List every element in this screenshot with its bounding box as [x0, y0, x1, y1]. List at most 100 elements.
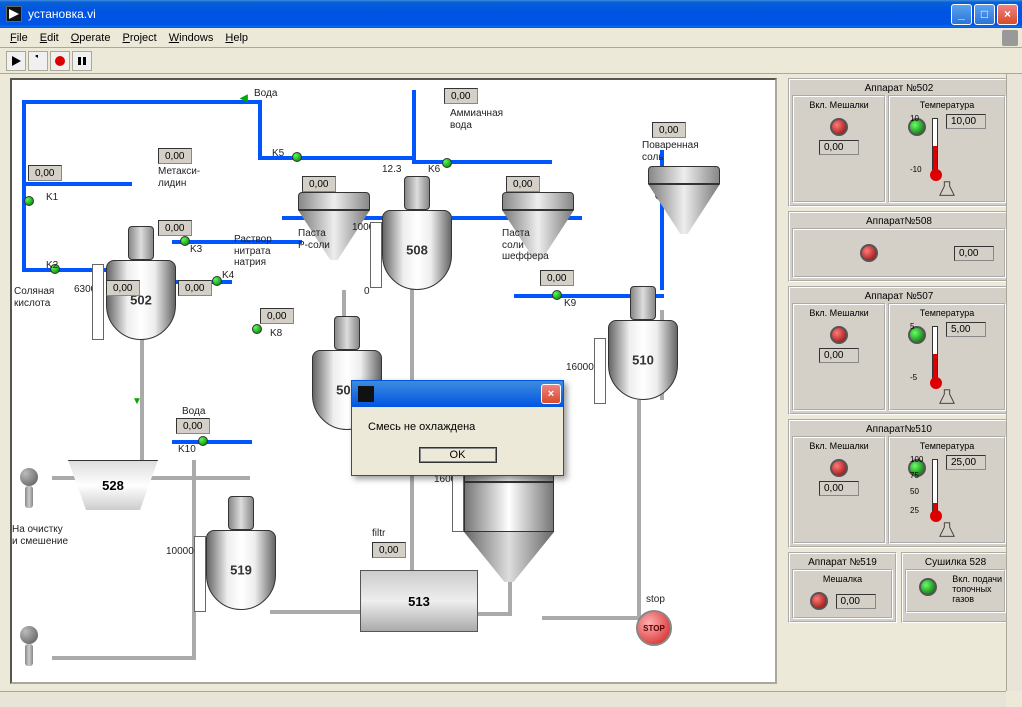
run-cont-button[interactable]: [28, 51, 48, 71]
close-button[interactable]: ×: [997, 4, 1018, 25]
scale-label: 100: [910, 455, 923, 464]
flask-icon: [938, 521, 956, 539]
menu-help[interactable]: Help: [219, 32, 254, 44]
dialog-close-button[interactable]: ×: [541, 384, 561, 404]
maximize-button[interactable]: □: [974, 4, 995, 25]
scale-label: 5: [910, 322, 914, 331]
text-label: filtr: [372, 528, 385, 540]
menu-operate[interactable]: Operate: [65, 32, 117, 44]
menu-edit[interactable]: Edit: [34, 32, 65, 44]
abort-button[interactable]: [50, 51, 70, 71]
panel-title: Аппарат №519: [792, 556, 893, 569]
text-label: Вода: [254, 88, 277, 100]
gauge-label: 16000: [566, 362, 594, 374]
gauge-label: 10000: [166, 546, 194, 558]
valve-k6[interactable]: [442, 158, 452, 168]
thermometer: [932, 326, 938, 382]
dialog-titlebar[interactable]: ×: [352, 381, 563, 407]
valve-k9[interactable]: [552, 290, 562, 300]
text-label: K6: [428, 164, 440, 176]
panel-sub-title: Вкл. подачи топочных газов: [952, 574, 1002, 604]
display-value: 0,00: [540, 270, 574, 286]
panel-sub-title: Температура: [920, 100, 975, 110]
led-indicator[interactable]: [830, 118, 848, 136]
flask-icon: [938, 388, 956, 406]
display-value: 0,00: [652, 122, 686, 138]
valve-k1[interactable]: [24, 196, 34, 206]
pipe: [474, 612, 512, 616]
side-panels: Аппарат №502 Вкл. Мешалки 0,00 Температу…: [788, 78, 1010, 684]
valve-k3[interactable]: [180, 236, 190, 246]
tank-512: [464, 470, 554, 582]
display-value: 0,00: [158, 148, 192, 164]
led-indicator[interactable]: [810, 592, 828, 610]
text-label: Вода: [182, 406, 205, 418]
text-label: На очистку и смешение: [12, 524, 68, 547]
text-label: K5: [272, 148, 284, 160]
workspace: ◀ ▼ ▼ 502 508 507 510 519 512 Tank 5 528: [0, 74, 1022, 689]
panel-title: Аппарат№508: [792, 215, 1006, 228]
display-value: 0,00: [302, 176, 336, 192]
panel-title: Аппарат№510: [792, 423, 1006, 436]
menu-windows[interactable]: Windows: [163, 32, 220, 44]
pipe: [22, 100, 262, 104]
scale-label: 25: [910, 506, 919, 515]
pipe: [22, 182, 132, 186]
panel-508: Аппарат№508 0,00: [788, 211, 1010, 282]
vertical-scrollbar[interactable]: [1006, 74, 1022, 691]
text-label: K8: [270, 328, 282, 340]
text-label: Метакси- лидин: [158, 166, 200, 189]
scale-label: 10: [910, 114, 919, 123]
dialog-icon: [358, 386, 374, 402]
panel-value: 0,00: [819, 348, 859, 363]
display-value: 0,00: [158, 220, 192, 236]
panel-title: Аппарат №507: [792, 290, 1006, 303]
text-label: K2: [46, 260, 58, 272]
operator-icon: [20, 468, 38, 508]
panel-528: Сушилка 528 Вкл. подачи топочных газов: [901, 552, 1010, 623]
display-value: 0,00: [106, 280, 140, 296]
reactor-label: 519: [230, 563, 252, 578]
display-value: 0,00: [178, 280, 212, 296]
menu-file[interactable]: File: [4, 32, 34, 44]
panel-value: 25,00: [946, 455, 986, 470]
led-indicator[interactable]: [830, 459, 848, 477]
led-indicator[interactable]: [860, 244, 878, 262]
dialog-ok-button[interactable]: OK: [419, 447, 497, 463]
valve-k5[interactable]: [292, 152, 302, 162]
level-gauge: [92, 264, 104, 340]
reactor-label: 508: [406, 243, 428, 258]
level-gauge: [452, 472, 464, 532]
text-label: K10: [178, 444, 196, 456]
menu-icon[interactable]: [1002, 30, 1018, 46]
panel-510: Аппарат№510 Вкл. Мешалки 0,00 Температур…: [788, 419, 1010, 548]
text-label: Аммиачная вода: [450, 108, 503, 131]
stop-button[interactable]: STOP: [636, 610, 672, 646]
display-value: 0,00: [444, 88, 478, 104]
app-icon: [6, 6, 22, 22]
panel-sub-title: Мешалка: [823, 574, 862, 584]
minimize-button[interactable]: _: [951, 4, 972, 25]
panel-sub-title: Температура: [920, 441, 975, 451]
panel-value: 0,00: [819, 481, 859, 496]
titlebar: установка.vi _ □ ×: [0, 0, 1022, 28]
panel-sub-title: Вкл. Мешалки: [809, 441, 868, 451]
valve-k10[interactable]: [198, 436, 208, 446]
horizontal-scrollbar[interactable]: [0, 691, 1006, 707]
hopper-528: 528: [68, 460, 158, 510]
gauge-label: 12.3: [382, 164, 401, 176]
panel-sub-title: Вкл. Мешалки: [809, 100, 868, 110]
pause-button[interactable]: [72, 51, 92, 71]
panel-title: Сушилка 528: [905, 556, 1006, 569]
unit-513: 513: [360, 570, 478, 632]
gauge-label: 0: [364, 286, 370, 298]
valve-k8[interactable]: [252, 324, 262, 334]
scale-label: 75: [910, 471, 919, 480]
run-button[interactable]: [6, 51, 26, 71]
led-indicator[interactable]: [919, 578, 937, 596]
led-indicator[interactable]: [830, 326, 848, 344]
arrow-icon: ▼: [132, 396, 142, 407]
menu-project[interactable]: Project: [116, 32, 162, 44]
valve-k4[interactable]: [212, 276, 222, 286]
text-label: stop: [646, 594, 665, 606]
